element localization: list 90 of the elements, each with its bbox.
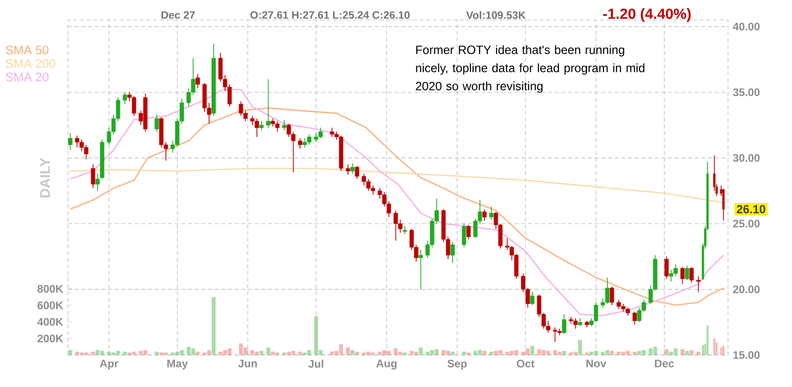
y-tick-label: 35.00	[732, 88, 760, 96]
bar	[669, 352, 674, 355]
candlestick	[632, 311, 637, 326]
candlestick	[266, 78, 270, 128]
x-tick-label: Apr	[100, 360, 118, 370]
bar	[648, 348, 653, 355]
candlestick	[689, 266, 694, 284]
y-tick-label: 40.00	[732, 22, 760, 30]
text: Dec 27	[162, 11, 195, 19]
x-tick-label: Dec	[654, 360, 674, 368]
candlestick	[346, 164, 350, 176]
candlestick	[557, 328, 562, 336]
candlestick	[350, 162, 355, 174]
bar	[537, 349, 542, 355]
text: O:27.61 H:27.61 L:25.24 C:26.10	[250, 11, 410, 19]
bar	[562, 350, 566, 355]
candlestick	[90, 164, 96, 189]
bar	[260, 350, 264, 355]
candlestick	[196, 73, 200, 89]
bar	[122, 352, 127, 355]
bar	[610, 350, 614, 355]
candlestick	[562, 314, 566, 334]
candlestick	[418, 250, 423, 290]
bar	[664, 349, 668, 355]
bar	[346, 348, 350, 355]
candlestick	[680, 266, 685, 284]
candlestick	[482, 208, 487, 222]
candlestick	[298, 138, 302, 150]
bar	[91, 352, 95, 355]
bar	[410, 350, 414, 355]
y2-tick-label: 200K	[38, 334, 64, 342]
text: SMA 200	[6, 59, 56, 68]
candlestick	[684, 265, 690, 281]
bar	[685, 350, 689, 355]
bar	[462, 352, 466, 355]
bar	[626, 350, 630, 355]
y2-tick-label: 400K	[37, 318, 64, 326]
x-tick-label: Jul	[308, 360, 324, 368]
annotation: Former ROTY idea that's been running nicely, topline data for lead program in mid 2020 so worth revisiting	[416, 45, 644, 93]
bar	[680, 349, 684, 355]
bar	[578, 340, 582, 355]
y2-tick-label: 800K	[38, 284, 64, 293]
candlestick	[154, 114, 159, 132]
y-tick-label: 30.00	[732, 154, 760, 162]
x-tick-label: May	[167, 360, 188, 370]
bar	[690, 350, 694, 355]
bar	[696, 352, 700, 355]
bar	[143, 350, 148, 355]
bar	[355, 352, 359, 355]
bar	[75, 352, 80, 355]
x-tick-label: Jun	[238, 360, 257, 368]
x-tick-label: Oct	[516, 360, 534, 368]
candlestick	[282, 119, 286, 131]
annotation: -1.20 (4.40%)	[603, 8, 691, 22]
text: SMA 20	[6, 72, 48, 82]
text: DAILY	[40, 158, 50, 198]
y-tick-label: 25.00	[733, 220, 760, 228]
text: Vol:109.53K	[466, 11, 526, 19]
bar	[514, 350, 518, 355]
bar	[254, 352, 259, 355]
bar	[482, 350, 486, 355]
text: SMA 50	[6, 46, 48, 54]
x-tick-label: Sep	[447, 360, 467, 370]
bar	[350, 350, 354, 355]
candlestick	[489, 206, 494, 220]
bar	[605, 350, 610, 355]
candlestick	[610, 286, 614, 306]
candlestick	[530, 292, 534, 306]
candlestick	[354, 165, 360, 180]
candlestick	[466, 224, 471, 240]
bar	[68, 350, 72, 355]
bar	[386, 350, 391, 355]
bar	[450, 352, 455, 355]
annotation: 26.10	[736, 205, 766, 214]
candlestick	[68, 132, 72, 150]
candlestick	[122, 92, 128, 104]
y-tick-label: 15.00	[733, 351, 760, 359]
candlestick	[722, 188, 725, 221]
candlestick	[259, 120, 264, 131]
bar	[186, 346, 191, 355]
bar	[298, 352, 302, 355]
x-tick-label: Aug	[376, 360, 397, 370]
x-tick-label: Nov	[586, 360, 606, 368]
candlestick	[462, 223, 466, 248]
candlestick	[664, 256, 669, 280]
candlestick	[696, 276, 701, 292]
bar	[212, 297, 216, 355]
candlestick	[450, 242, 455, 264]
y2-tick-label: 600K	[38, 302, 64, 310]
y-tick-label: 20.00	[733, 285, 760, 294]
